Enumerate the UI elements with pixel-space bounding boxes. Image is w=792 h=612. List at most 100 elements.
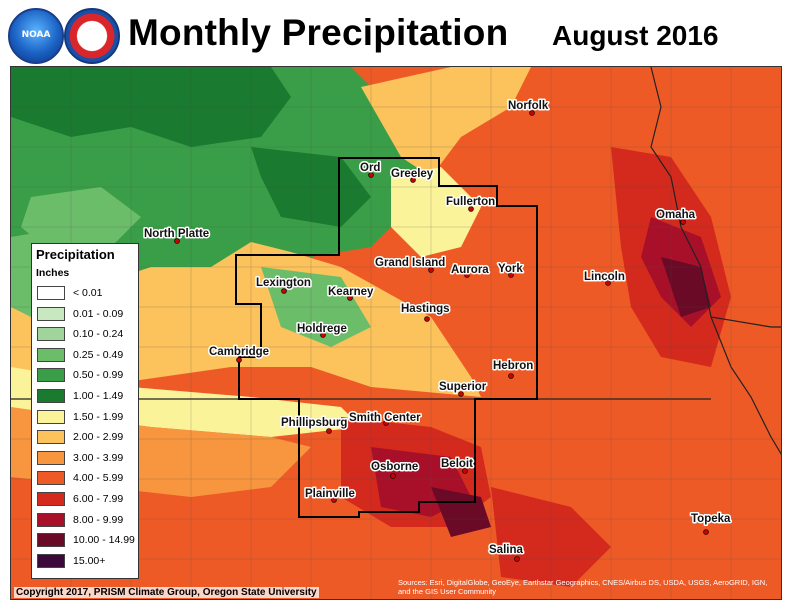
city-osborne[interactable]: Osborne: [370, 460, 420, 479]
svg-text:Cambridge: Cambridge: [209, 346, 269, 358]
legend-title: Precipitation: [36, 247, 115, 262]
svg-text:Topeka: Topeka: [691, 513, 731, 525]
north-yellow: [391, 167, 481, 257]
legend-item: 8.00 - 9.99: [37, 512, 137, 530]
legend-swatch: [37, 553, 65, 568]
legend-label: 0.10 - 0.24: [73, 328, 124, 341]
city-greeley[interactable]: Greeley: [390, 167, 435, 183]
legend-item: 1.00 - 1.49: [37, 389, 137, 406]
city-lexington[interactable]: Lexington: [255, 276, 312, 294]
city-north-platte[interactable]: North Platte: [143, 227, 211, 244]
city-hastings[interactable]: Hastings: [400, 302, 451, 322]
svg-text:Beloit: Beloit: [441, 458, 473, 470]
east-maroon: [661, 257, 711, 317]
legend-swatch: [37, 471, 65, 486]
svg-text:Greeley: Greeley: [391, 168, 434, 180]
sources-text: Sources: Esri, DigitalGlobe, GeoEye, Ear…: [398, 578, 768, 596]
legend-label: 0.01 - 0.09: [73, 307, 124, 320]
legend-label: 3.00 - 3.99: [73, 451, 124, 464]
svg-text:Hastings: Hastings: [401, 303, 450, 315]
legend-swatch: [37, 409, 65, 424]
legend-item: 0.01 - 0.09: [37, 306, 137, 324]
city-salina[interactable]: Salina: [488, 543, 525, 562]
legend-item: 0.10 - 0.24: [37, 327, 137, 344]
legend-swatch: [37, 492, 65, 506]
city-ord[interactable]: Ord: [359, 161, 382, 178]
svg-text:Omaha: Omaha: [656, 209, 696, 221]
city-fullerton[interactable]: Fullerton: [445, 195, 497, 212]
legend-label: 1.50 - 1.99: [73, 410, 124, 423]
legend-swatch: [37, 286, 65, 300]
city-grand-island[interactable]: Grand Island: [374, 256, 447, 273]
legend-item: 0.50 - 0.99: [37, 368, 137, 385]
precipitation-legend: Precipitation Inches < 0.01 0.01 - 0.09 0.…: [31, 243, 139, 579]
city-markers: Norfolk Ord Greeley Fullerton Omaha Nort…: [143, 99, 733, 562]
noaa-logo-text: NOAA: [21, 30, 51, 40]
legend-swatch: [37, 368, 65, 383]
ks-mo-border: [710, 316, 781, 455]
map-period: August 2016: [552, 20, 719, 51]
noaa-logo: NOAA: [8, 8, 64, 64]
legend-item: 1.50 - 1.99: [37, 409, 137, 427]
svg-text:Phillipsburg: Phillipsburg: [281, 417, 347, 429]
legend-label: 0.25 - 0.49: [73, 348, 124, 361]
header: NOAA Monthly Precipitation August 2016: [0, 0, 792, 66]
legend-units: Inches: [36, 267, 70, 279]
city-phillipsburg[interactable]: Phillipsburg: [280, 416, 349, 434]
svg-text:Salina: Salina: [489, 544, 523, 556]
city-plainville[interactable]: Plainville: [304, 487, 356, 503]
legend-label: 8.00 - 9.99: [73, 513, 124, 526]
city-beloit[interactable]: Beloit: [440, 457, 475, 474]
city-topeka[interactable]: Topeka: [690, 512, 733, 535]
legend-item: 3.00 - 3.99: [37, 450, 137, 468]
svg-text:Aurora: Aurora: [451, 264, 489, 276]
north-orange: [361, 67, 531, 177]
city-smith-center[interactable]: Smith Center: [348, 411, 423, 426]
city-hebron[interactable]: Hebron: [492, 359, 535, 379]
svg-text:Ord: Ord: [360, 162, 380, 174]
legend-swatch: [37, 430, 65, 445]
city-norfolk[interactable]: Norfolk: [507, 99, 550, 116]
svg-text:Plainville: Plainville: [305, 488, 355, 500]
copyright-text: Copyright 2017, PRISM Climate Group, Ore…: [14, 587, 319, 598]
city-omaha[interactable]: Omaha: [655, 208, 697, 225]
city-kearney[interactable]: Kearney: [327, 285, 375, 301]
svg-text:Fullerton: Fullerton: [446, 196, 495, 208]
legend-item: 10.00 - 14.99: [37, 533, 137, 550]
svg-text:Superior: Superior: [439, 381, 487, 393]
legend-label: 0.50 - 0.99: [73, 369, 124, 382]
legend-label: 6.00 - 7.99: [73, 493, 124, 505]
city-superior[interactable]: Superior: [438, 380, 488, 397]
legend-item: 6.00 - 7.99: [37, 492, 137, 509]
legend-label: 10.00 - 14.99: [73, 534, 135, 547]
legend-label: 15.00+: [73, 554, 106, 567]
legend-swatch: [37, 327, 65, 342]
svg-text:North Platte: North Platte: [144, 228, 209, 240]
legend-item: 2.00 - 2.99: [37, 430, 137, 447]
legend-swatch: [37, 512, 65, 527]
city-lincoln[interactable]: Lincoln: [583, 270, 626, 286]
city-aurora[interactable]: Aurora: [450, 263, 491, 278]
svg-text:Holdrege: Holdrege: [297, 323, 347, 335]
legend-item: 0.25 - 0.49: [37, 347, 137, 365]
svg-text:Lincoln: Lincoln: [584, 271, 625, 283]
city-holdrege[interactable]: Holdrege: [296, 322, 348, 338]
svg-text:Osborne: Osborne: [371, 461, 418, 473]
svg-text:Smith Center: Smith Center: [349, 412, 421, 424]
legend-label: 1.00 - 1.49: [73, 390, 124, 402]
legend-swatch: [37, 533, 65, 548]
svg-text:Hebron: Hebron: [493, 360, 533, 372]
city-cambridge[interactable]: Cambridge: [208, 345, 271, 363]
city-york[interactable]: York: [497, 262, 525, 278]
svg-text:Grand Island: Grand Island: [375, 257, 445, 269]
map-title: Monthly Precipitation: [128, 12, 509, 53]
legend-label: < 0.01: [73, 287, 103, 299]
svg-text:Kearney: Kearney: [328, 286, 374, 298]
legend-swatch: [37, 306, 65, 321]
legend-label: 2.00 - 2.99: [73, 431, 124, 444]
svg-text:Lexington: Lexington: [256, 277, 311, 289]
legend-swatch: [37, 347, 65, 362]
svg-text:Norfolk: Norfolk: [508, 100, 549, 112]
svg-text:York: York: [498, 263, 523, 275]
legend-label: 4.00 - 5.99: [73, 472, 124, 485]
